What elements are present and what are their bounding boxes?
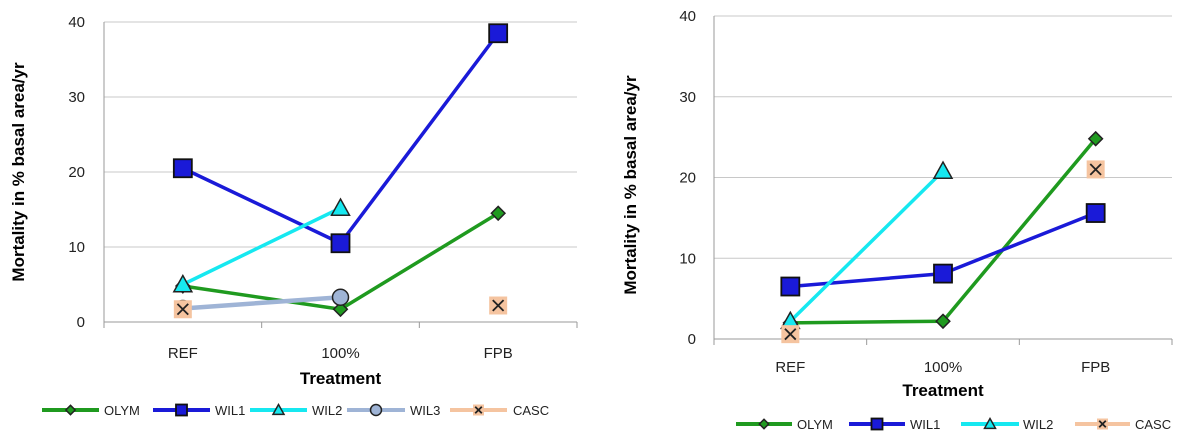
series-line-wil2 [181,206,343,287]
data-point-casc [781,325,800,344]
legend-marker-wil2 [271,402,286,416]
legend-marker-wil2 [983,416,997,430]
data-point-wil1 [780,276,801,297]
data-point-wil1 [488,23,509,44]
legend-entry-olym: OLYM [42,403,140,418]
legend-label: CASC [1135,417,1171,432]
series-line-olym [338,211,500,311]
legend-marker-olym [64,404,77,416]
legend-label: OLYM [797,417,833,432]
legend-marker-casc [473,404,484,416]
y-tick-label: 0 [77,314,85,331]
y-tick-label: 10 [68,239,85,256]
series-line-wil1 [338,31,500,245]
legend-label: WIL3 [410,403,440,418]
legend-marker-casc [1097,418,1108,430]
data-point-wil2 [172,273,194,293]
x-tick-label: REF [168,345,198,362]
legend-label: WIL2 [312,403,342,418]
y-tick-label: 20 [68,164,85,181]
x-axis-title: Treatment [300,369,382,388]
left-chart: 0 10 20 30 40 REF 100% FPB Treatment Mortality in… [9,14,578,418]
legend-marker-wil1 [175,403,188,417]
legend-entry-casc: CASC [1075,417,1171,432]
data-point-wil1 [330,233,351,254]
y-tick-label: 0 [688,331,696,348]
data-point-wil2 [932,160,954,179]
x-tick-label: FPB [1081,359,1110,376]
series-line-olym [941,136,1098,323]
y-tick-label: 30 [68,89,85,106]
data-point-olym [332,301,349,318]
data-point-olym [935,313,951,330]
series-line-wil2 [788,169,945,323]
legend-marker-wil1 [870,417,884,431]
data-point-olym [490,205,507,222]
data-point-olym [1087,130,1104,147]
series-line-wil1 [941,211,1098,276]
legend-entry-olym: OLYM [736,417,833,432]
legend-label: CASC [513,403,549,418]
legend-entry-wil1: WIL1 [153,403,245,418]
data-point-wil1 [1085,203,1106,223]
legend-entry-wil2: WIL2 [961,416,1053,432]
legend-label: WIL1 [910,417,940,432]
legend-label: WIL2 [1023,417,1053,432]
series-line-olym [788,319,945,325]
x-tick-label: REF [775,359,805,376]
legend-marker-olym [758,418,770,430]
series-line-wil1 [788,271,945,289]
y-axis-title: Mortality in % basal area/yr [9,62,28,282]
legend-entry-wil3: WIL3 [347,403,440,418]
x-tick-label: 100% [321,345,359,362]
data-point-wil3 [331,288,350,306]
x-tick-label: FPB [484,345,513,362]
y-axis-title: Mortality in % basal area/yr [621,75,640,295]
data-point-casc [173,300,192,319]
data-point-casc [1086,160,1105,179]
y-tick-label: 10 [679,250,696,267]
x-axis-title: Treatment [902,381,984,400]
series-line-olym [181,284,343,311]
legend-marker-wil3 [369,403,383,417]
legend-label: WIL1 [215,403,245,418]
legend-label: OLYM [104,403,140,418]
legend-entry-casc: CASC [450,403,549,418]
series-line-wil1 [181,166,343,245]
series-line-wil3 [180,295,343,311]
data-point-wil2 [330,197,351,216]
legend-entry-wil2: WIL2 [250,402,342,418]
legend-entry-wil1: WIL1 [849,417,940,432]
y-tick-label: 40 [679,8,696,25]
data-point-wil1 [933,263,953,284]
y-tick-label: 20 [679,170,696,187]
data-point-casc [489,296,508,315]
right-chart: 0 10 20 30 40 REF 100% FPB Treatment Mortality in… [621,8,1173,432]
data-point-wil1 [172,158,193,179]
y-tick-label: 30 [679,89,696,106]
x-tick-label: 100% [924,359,962,376]
y-tick-label: 40 [68,14,85,31]
